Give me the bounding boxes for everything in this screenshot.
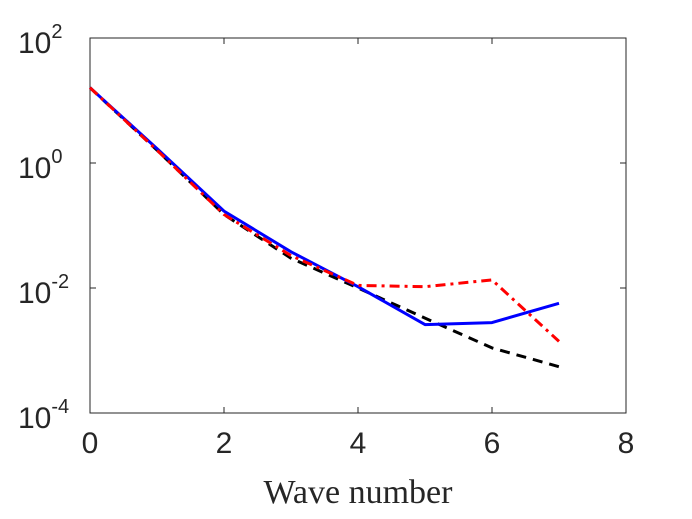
x-tick-label: 2	[216, 427, 233, 460]
x-tick-label: 4	[350, 427, 367, 460]
y-tick-label: 10-2	[18, 271, 69, 310]
y-tick-label: 10-4	[18, 396, 69, 435]
x-tick-labels: 0 2 4 6 8	[82, 427, 635, 460]
x-tick-label: 6	[484, 427, 501, 460]
series-line-3	[88, 86, 561, 343]
axis-ticks	[89, 37, 627, 414]
series-group	[88, 86, 561, 369]
x-axis-label: Wave number	[264, 474, 454, 511]
plot-area	[89, 37, 627, 414]
y-tick-label: 100	[18, 146, 63, 185]
x-tick-label: 8	[618, 427, 635, 460]
y-tick-label: 102	[18, 21, 63, 60]
y-tick-labels: 102 100 10-2 10-4	[18, 21, 69, 435]
x-tick-label: 0	[82, 427, 99, 460]
